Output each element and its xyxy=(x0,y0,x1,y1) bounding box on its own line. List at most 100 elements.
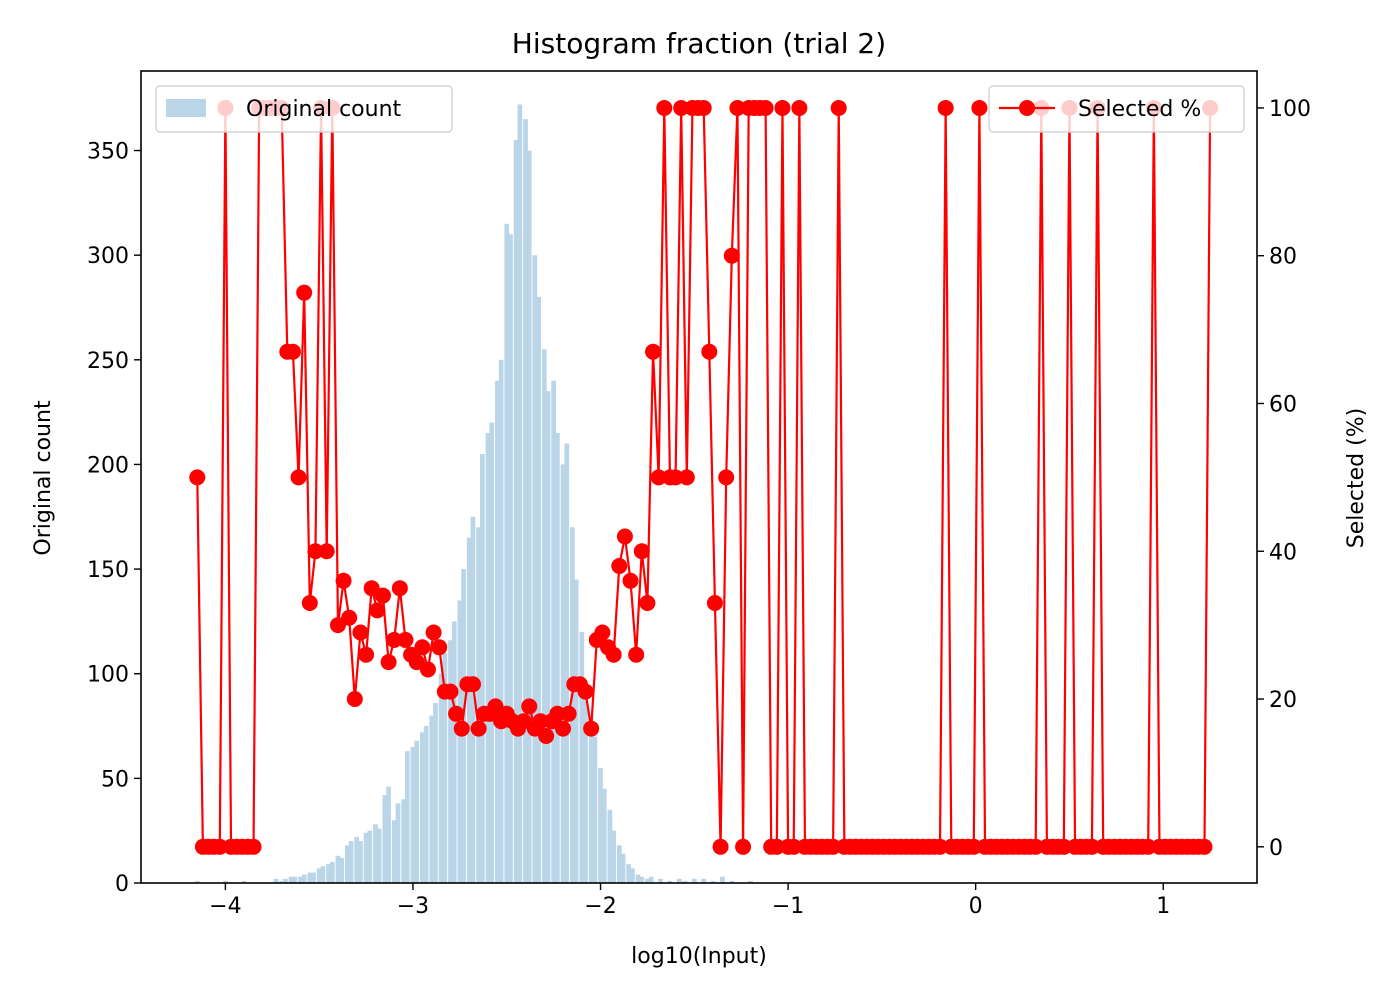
selected-point xyxy=(555,720,572,737)
x-tick-label: −3 xyxy=(397,894,429,919)
left-y-tick-label: 200 xyxy=(87,453,129,478)
right-y-tick-label: 100 xyxy=(1269,97,1311,122)
right-y-axis-ticks: 0 20 40 60 80 100 xyxy=(1257,97,1311,861)
histogram-bar xyxy=(570,527,575,883)
histogram-bar xyxy=(395,803,401,883)
legend-left: Original count xyxy=(155,85,453,133)
histogram-bar xyxy=(513,140,519,883)
selected-point xyxy=(706,594,723,611)
histogram-bar xyxy=(288,876,294,883)
histogram-bar xyxy=(386,786,391,883)
selected-point xyxy=(656,99,673,116)
histogram-bar xyxy=(335,855,341,883)
histogram-bar xyxy=(658,878,663,883)
selected-point xyxy=(318,543,335,560)
histogram-bar xyxy=(354,836,360,883)
legend-left-swatch xyxy=(166,99,206,117)
selected-point xyxy=(307,543,324,560)
right-y-tick-label: 60 xyxy=(1269,392,1297,417)
histogram-bar xyxy=(442,652,448,883)
selected-point xyxy=(678,469,695,486)
histogram-bar xyxy=(401,799,406,883)
histogram-bar xyxy=(682,880,688,883)
histogram-bar xyxy=(691,878,697,883)
histogram-bar xyxy=(451,621,457,883)
histogram-bar xyxy=(592,736,598,883)
histogram-bar xyxy=(363,832,369,883)
histogram-bar xyxy=(541,349,547,884)
selected-point xyxy=(464,676,481,693)
legend-right-label: Selected % xyxy=(1078,97,1201,122)
legend-left-box xyxy=(155,85,453,133)
histogram-bar xyxy=(555,433,560,883)
histogram-bar xyxy=(616,845,622,883)
histogram-bar xyxy=(292,876,298,883)
left-y-tick-label: 0 xyxy=(115,872,129,897)
legend-right-marker xyxy=(1019,100,1035,116)
selected-point xyxy=(971,99,988,116)
x-tick-label: −2 xyxy=(584,894,616,919)
histogram-bar xyxy=(620,853,626,883)
histogram-bar xyxy=(498,359,504,883)
histogram-bar xyxy=(626,864,632,883)
histogram-bar xyxy=(301,874,307,883)
selected-point xyxy=(791,99,808,116)
selected-point xyxy=(352,624,369,641)
histogram-bar xyxy=(579,631,585,883)
selected-point xyxy=(605,646,622,663)
left-y-tick-label: 350 xyxy=(87,140,129,165)
x-axis-label: log10(Input) xyxy=(631,944,767,969)
histogram-bar xyxy=(344,845,350,883)
selected-point xyxy=(453,720,470,737)
histogram-bar xyxy=(564,443,570,883)
selected-point xyxy=(1055,838,1072,855)
histogram-bar xyxy=(517,104,523,884)
selected-point xyxy=(622,572,639,589)
selected-point xyxy=(729,99,746,116)
selected-point xyxy=(616,528,633,545)
histogram-bar xyxy=(598,767,603,883)
selected-point xyxy=(296,284,313,301)
selected-point xyxy=(965,838,982,855)
selected-point xyxy=(515,713,532,730)
histogram-bar xyxy=(423,726,429,883)
histogram-bar xyxy=(536,297,541,883)
selected-point xyxy=(487,698,504,715)
selected-point xyxy=(363,580,380,597)
selected-point xyxy=(431,639,448,656)
histogram-bar xyxy=(348,841,354,883)
histogram-bar xyxy=(645,878,650,883)
histogram-bar xyxy=(316,868,322,883)
selected-point xyxy=(718,469,735,486)
selected-point xyxy=(639,594,656,611)
selected-point xyxy=(346,691,363,708)
histogram-bar xyxy=(307,872,313,883)
histogram-bar xyxy=(607,809,613,883)
histogram-bar xyxy=(429,715,435,883)
histogram-bar xyxy=(414,740,420,883)
left-y-tick-label: 300 xyxy=(87,244,129,269)
histogram-bar xyxy=(433,703,438,883)
selected-point xyxy=(583,720,600,737)
histogram-bar xyxy=(720,876,725,883)
selected-point xyxy=(414,639,431,656)
right-y-tick-label: 80 xyxy=(1269,245,1297,270)
histogram-bar xyxy=(583,684,588,883)
selected-point xyxy=(1140,838,1157,855)
histogram-bar xyxy=(601,788,607,883)
selected-point xyxy=(391,580,408,597)
histogram-bar xyxy=(489,422,495,883)
histogram-bar xyxy=(273,878,279,883)
histogram-bar xyxy=(376,828,382,883)
histogram-bar xyxy=(223,880,228,883)
legend-right-box xyxy=(988,85,1245,133)
histogram-bar xyxy=(279,880,285,883)
histogram-bar xyxy=(326,864,331,883)
selected-point xyxy=(419,661,436,678)
selected-point xyxy=(932,838,949,855)
selected-point xyxy=(695,99,712,116)
histogram-bar xyxy=(420,732,425,883)
histogram-bar xyxy=(748,880,753,883)
